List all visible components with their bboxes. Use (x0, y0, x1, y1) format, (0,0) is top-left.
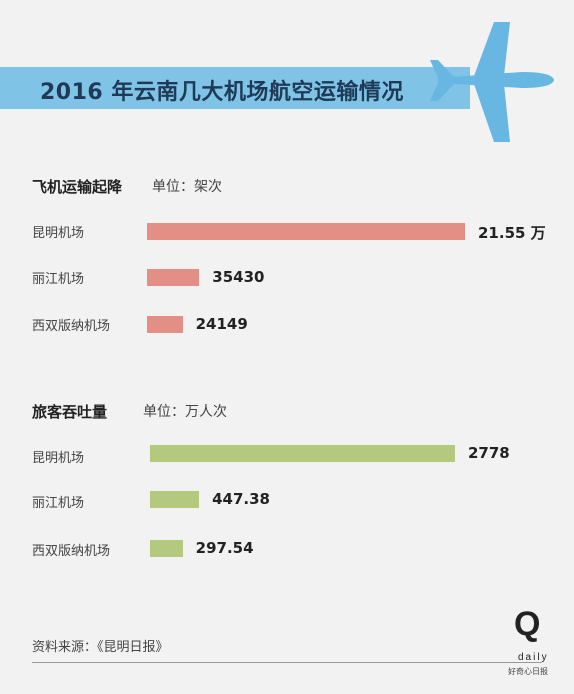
category-label: 昆明机场 (32, 451, 85, 466)
data-label: 2778 (468, 444, 510, 462)
section-unit-passengers: 单位：万人次 (143, 404, 227, 420)
chart-title: 2016 年云南几大机场航空运输情况 (40, 80, 404, 105)
bar (150, 491, 200, 508)
section-title-flights: 飞机运输起降 (32, 178, 123, 196)
category-label: 西双版纳机场 (32, 319, 111, 334)
section-title-passengers: 旅客吞吐量 (32, 403, 108, 421)
bar (147, 269, 200, 286)
data-label: 297.54 (195, 539, 254, 557)
logo-word: daily (518, 652, 549, 663)
data-label: 447.38 (212, 490, 270, 508)
bar (150, 445, 455, 462)
category-label: 丽江机场 (32, 272, 85, 287)
logo-mark: Q (514, 605, 541, 643)
bar (150, 540, 183, 557)
data-label: 24149 (195, 315, 248, 333)
title-banner (0, 67, 470, 109)
airplane-icon (430, 22, 554, 142)
footer-divider (32, 662, 542, 663)
category-label: 西双版纳机场 (32, 544, 111, 559)
category-label: 丽江机场 (32, 496, 85, 511)
category-label: 昆明机场 (32, 226, 85, 241)
data-label: 21.55 万 (478, 224, 546, 242)
bar (147, 223, 465, 240)
section-unit-flights: 单位：架次 (152, 179, 222, 195)
source-note: 资料来源：《昆明日报》 (32, 640, 169, 655)
logo-tagline: 好奇心日报 (508, 667, 548, 676)
data-label: 35430 (212, 268, 265, 286)
bar (147, 316, 183, 333)
